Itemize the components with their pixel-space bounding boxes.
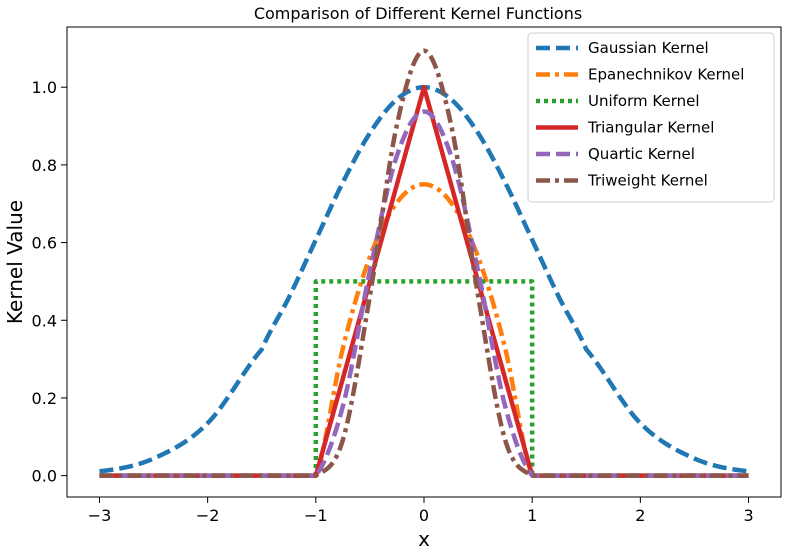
ticks: −3 −2 −1 0 1 2 3 0.0 0.2 0.4 0.6 0.8 1.0 (32, 78, 754, 525)
y-tick-label: 0.2 (32, 389, 57, 408)
series-line-triweight-kernel (99, 48, 749, 478)
y-tick-label: 0.8 (32, 156, 57, 175)
chart-title: Comparison of Different Kernel Functions (254, 4, 582, 23)
x-tick-label: 1 (527, 506, 537, 525)
legend-label: Triangular Kernel (587, 119, 714, 137)
x-tick-label: 3 (743, 506, 753, 525)
legend: Gaussian Kernel Epanechnikov Kernel Unifor… (527, 32, 775, 203)
legend-label: Uniform Kernel (588, 92, 700, 110)
x-tick-label: −2 (196, 506, 220, 525)
series-line-epanechnikov-kernel (99, 182, 749, 478)
x-tick-label: 2 (635, 506, 645, 525)
y-tick-label: 0.0 (32, 467, 57, 486)
legend-label: Triweight Kernel (587, 172, 708, 190)
legend-label: Quartic Kernel (588, 145, 695, 163)
y-tick-label: 0.6 (32, 234, 57, 253)
series-layer (99, 48, 749, 478)
x-tick-label: −3 (88, 506, 112, 525)
y-axis-label: Kernel Value (3, 200, 27, 324)
y-tick-label: 0.4 (32, 311, 57, 330)
series-line-uniform-kernel (99, 279, 749, 478)
x-tick-label: 0 (419, 506, 429, 525)
y-tick-label: 1.0 (32, 78, 57, 97)
x-tick-label: −1 (304, 506, 328, 525)
legend-box (527, 32, 775, 203)
legend-label: Epanechnikov Kernel (588, 66, 744, 84)
legend-label: Gaussian Kernel (588, 39, 709, 57)
series-line-quartic-kernel (99, 109, 749, 478)
x-axis-label: x (418, 527, 430, 551)
